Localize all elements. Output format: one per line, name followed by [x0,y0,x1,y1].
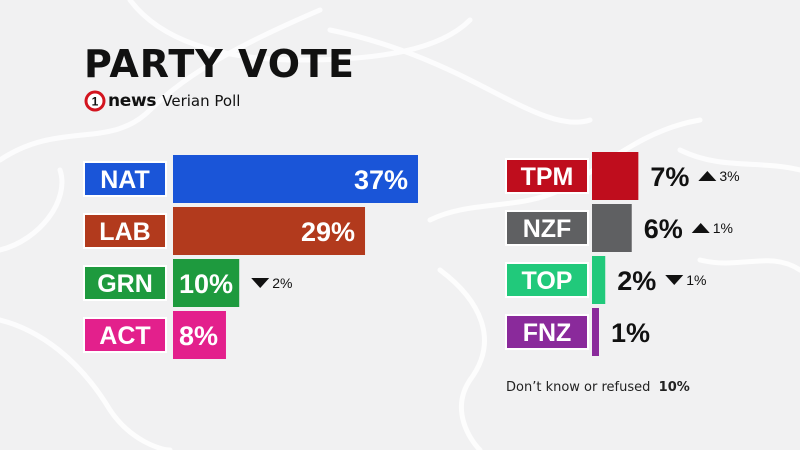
change-down-icon-grn [251,278,270,288]
party-label-nzf: NZF [523,215,572,243]
value-label-tpm: 7% [650,162,689,192]
undecided-value: 10% [658,380,690,395]
party-label-badge-fnz [505,314,589,350]
value-label-nat: 37% [354,165,408,195]
bar-nzf [592,204,632,252]
value-label-lab: 29% [301,217,355,247]
poll-name: Verian Poll [162,92,241,110]
party-label-grn: GRN [97,270,153,298]
value-label-grn: 10% [179,269,233,299]
party-label-badge-top [505,262,589,298]
bar-nat [173,155,418,203]
bar-tpm [592,152,639,200]
party-label-tpm: TPM [521,163,574,191]
party-label-act: ACT [99,322,150,350]
change-label-tpm: 3% [719,168,739,184]
bar-top [592,256,606,304]
value-label-fnz: 1% [611,318,650,348]
change-up-icon-tpm [698,171,717,181]
party-label-badge-tpm [505,158,589,194]
party-label-top: TOP [522,267,573,295]
change-label-nzf: 1% [713,220,733,236]
news-logo-icon: 1 [84,90,106,112]
logo-digit: 1 [92,95,99,109]
bar-fnz [592,308,599,356]
party-label-badge-nzf [505,210,589,246]
bar-grn [173,259,240,307]
party-label-fnz: FNZ [523,319,572,347]
change-down-icon-top [665,275,684,285]
undecided-note: Don’t know or refused 10% [506,380,690,395]
value-label-nzf: 6% [644,214,683,244]
bar-act [173,311,226,359]
value-label-top: 2% [617,266,656,296]
change-up-icon-nzf [691,223,710,233]
source-brand: 1 news Verian Poll [84,89,240,113]
page-title: PARTY VOTE [84,42,355,86]
change-label-grn: 2% [272,275,292,291]
value-label-act: 8% [179,321,218,351]
party-label-lab: LAB [99,218,150,246]
change-label-top: 1% [686,272,706,288]
party-label-nat: NAT [100,166,150,194]
bar-lab [173,207,366,255]
party-label-badge-grn [83,265,167,301]
party-label-badge-lab [83,213,167,249]
brand-name: news [108,91,157,111]
party-label-badge-act [83,317,167,353]
party-label-badge-nat [83,161,167,197]
undecided-label: Don’t know or refused [506,380,651,395]
